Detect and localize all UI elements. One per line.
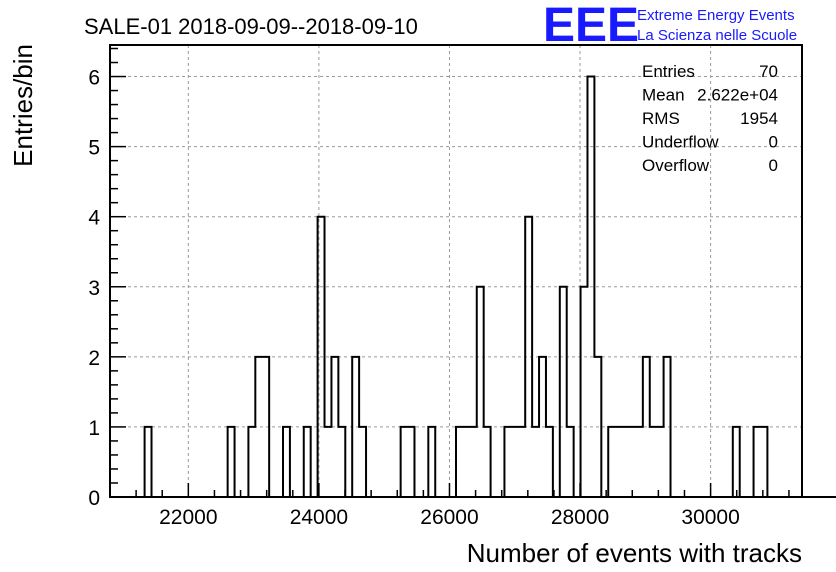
histogram-bin-25 bbox=[283, 427, 290, 497]
histogram-bin-70 bbox=[594, 357, 601, 497]
histogram-bin-17 bbox=[228, 427, 235, 497]
histogram-bin-77 bbox=[643, 357, 650, 497]
x-tick-label-4: 30000 bbox=[681, 506, 739, 529]
stat-value-rms: 1954 bbox=[740, 109, 778, 128]
histogram-bin-20 bbox=[248, 427, 255, 497]
y-tick-label-6: 6 bbox=[88, 67, 100, 90]
eee-logo-line1: Extreme Energy Events bbox=[637, 7, 795, 24]
histogram-bin-65 bbox=[560, 287, 567, 497]
histogram-bin-62 bbox=[539, 357, 546, 497]
histogram-bin-73 bbox=[615, 427, 622, 497]
histogram-bin-21 bbox=[255, 357, 262, 497]
histogram-bin-66 bbox=[567, 427, 574, 497]
x-tick-label-1: 24000 bbox=[290, 506, 348, 529]
histogram-bin-68 bbox=[581, 287, 588, 497]
histogram-bin-58 bbox=[511, 427, 518, 497]
histogram-bin-28 bbox=[304, 427, 311, 497]
histogram-bin-75 bbox=[629, 427, 636, 497]
histogram-bin-53 bbox=[477, 287, 484, 497]
stat-label-mean: Mean bbox=[642, 86, 685, 105]
histogram-bin-80 bbox=[664, 357, 671, 497]
eee-logo: EEE Extreme Energy Events La Scienza nel… bbox=[543, 0, 797, 52]
histogram-bin-59 bbox=[518, 427, 525, 497]
y-tick-label-5: 5 bbox=[88, 137, 100, 160]
histogram-bin-78 bbox=[650, 427, 657, 497]
histogram-bin-50 bbox=[456, 427, 463, 497]
stat-value-underflow: 0 bbox=[769, 133, 778, 152]
histogram-bin-32 bbox=[331, 357, 338, 497]
histogram-outline bbox=[110, 75, 836, 498]
x-axis-title: Number of events with tracks bbox=[467, 538, 802, 568]
histogram-bin-94 bbox=[760, 427, 767, 497]
y-axis: 0 1 2 3 4 5 6 bbox=[88, 47, 126, 510]
stat-value-entries: 70 bbox=[759, 62, 778, 81]
histogram-bin-79 bbox=[657, 427, 664, 497]
histogram-bin-57 bbox=[504, 427, 511, 497]
stat-label-entries: Entries bbox=[642, 62, 695, 81]
histogram-bin-54 bbox=[484, 427, 491, 497]
histogram-bin-69 bbox=[587, 77, 594, 497]
histogram-bin-61 bbox=[532, 427, 539, 497]
stats-box: Entries 70 Mean 2.622e+04 RMS 1954 Underflow 0 O… bbox=[642, 62, 778, 175]
histogram-bin-31 bbox=[325, 427, 332, 497]
y-axis-title: Entries/bin bbox=[8, 44, 38, 167]
histogram-bin-60 bbox=[525, 217, 532, 497]
histogram-bin-22 bbox=[262, 357, 269, 497]
x-tick-label-2: 26000 bbox=[420, 506, 478, 529]
stat-label-underflow: Underflow bbox=[642, 133, 719, 152]
stat-label-rms: RMS bbox=[642, 109, 680, 128]
stat-label-overflow: Overflow bbox=[642, 156, 710, 175]
y-tick-label-0: 0 bbox=[88, 487, 100, 510]
histogram-bin-42 bbox=[401, 427, 408, 497]
histogram-bin-51 bbox=[463, 427, 470, 497]
grid-lines bbox=[110, 45, 802, 497]
histogram-bin-74 bbox=[622, 427, 629, 497]
histogram-bars bbox=[110, 75, 836, 498]
x-tick-label-0: 22000 bbox=[159, 506, 217, 529]
chart-title: SALE-01 2018-09-09--2018-09-10 bbox=[84, 14, 418, 39]
histogram-bin-30 bbox=[318, 217, 325, 497]
histogram-bin-35 bbox=[352, 357, 359, 497]
histogram-bin-52 bbox=[470, 427, 477, 497]
histogram-bin-33 bbox=[338, 427, 345, 497]
histogram-bin-36 bbox=[359, 427, 366, 497]
y-tick-label-2: 2 bbox=[88, 347, 100, 370]
histogram-bin-46 bbox=[428, 427, 435, 497]
stat-value-overflow: 0 bbox=[769, 156, 778, 175]
x-axis: 22000 24000 26000 28000 30000 bbox=[109, 483, 790, 529]
histogram-bin-76 bbox=[636, 427, 643, 497]
histogram-bin-93 bbox=[754, 427, 761, 497]
y-tick-label-4: 4 bbox=[88, 207, 100, 230]
plot-frame bbox=[109, 44, 803, 498]
histogram-bin-72 bbox=[608, 427, 615, 497]
histogram-bin-43 bbox=[408, 427, 415, 497]
histogram-bin-5 bbox=[145, 427, 152, 497]
eee-logo-line2: La Scienza nelle Scuole bbox=[637, 27, 797, 44]
eee-logo-mark: EEE bbox=[543, 0, 639, 52]
histogram-bin-63 bbox=[546, 427, 553, 497]
histogram-bin-90 bbox=[733, 427, 740, 497]
stat-value-mean: 2.622e+04 bbox=[697, 86, 778, 105]
y-tick-label-3: 3 bbox=[88, 277, 100, 300]
x-tick-label-3: 28000 bbox=[551, 506, 609, 529]
y-tick-label-1: 1 bbox=[88, 417, 100, 440]
